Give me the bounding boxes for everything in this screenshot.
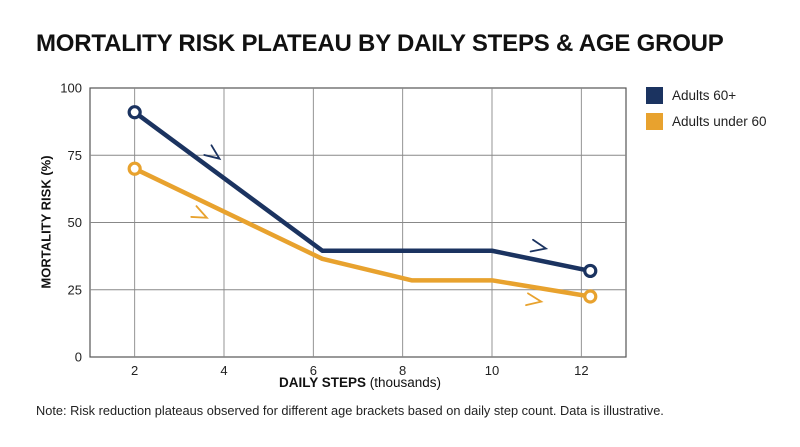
chart-title: MORTALITY RISK PLATEAU BY DAILY STEPS & … [36, 30, 724, 57]
legend-label-adults-60-plus: Adults 60+ [672, 87, 737, 103]
legend-item-adults-under-60: Adults under 60 [646, 110, 767, 132]
series-point-1-start [127, 161, 142, 176]
series-point-0-start [127, 105, 142, 120]
legend-swatch-adults-under-60 [646, 112, 663, 130]
y-tick-label-25: 25 [68, 282, 82, 297]
x-axis-label-unit: (thousands) [366, 375, 442, 390]
trend-chevron-0-1 [529, 238, 549, 253]
x-axis-label-main: DAILY STEPS [278, 375, 366, 390]
trend-chevron-0-0 [203, 144, 222, 161]
legend-item-adults-60-plus: Adults 60+ [646, 84, 767, 106]
footnote: Note: Risk reduction plateaus observed f… [36, 403, 664, 418]
y-tick-label-75: 75 [68, 148, 82, 163]
x-axis-label: DAILY STEPS (thousands) [0, 375, 720, 390]
series-line-1 [132, 166, 593, 299]
y-tick-label-50: 50 [68, 215, 82, 230]
series-point-0-end [583, 263, 598, 279]
trend-chevron-1-0 [190, 205, 209, 219]
x-tick-label-2: 2 [131, 363, 138, 378]
x-tick-label-8: 8 [399, 363, 406, 378]
legend: Adults 60+ Adults under 60 [646, 84, 767, 136]
trend-chevron-1-1 [525, 292, 544, 307]
x-tick-label-6: 6 [310, 363, 317, 378]
y-axis-label: MORTALITY RISK (%) [38, 155, 54, 289]
y-tick-label-0: 0 [75, 350, 82, 365]
x-tick-label-4: 4 [220, 363, 227, 378]
y-tick-label-100: 100 [60, 81, 82, 96]
legend-label-adults-under-60: Adults under 60 [672, 113, 767, 129]
series-line-0 [132, 109, 593, 274]
series-point-1-end [583, 289, 598, 304]
x-tick-label-10: 10 [485, 363, 499, 378]
legend-swatch-adults-60-plus [646, 86, 663, 104]
x-tick-label-12: 12 [574, 363, 588, 378]
